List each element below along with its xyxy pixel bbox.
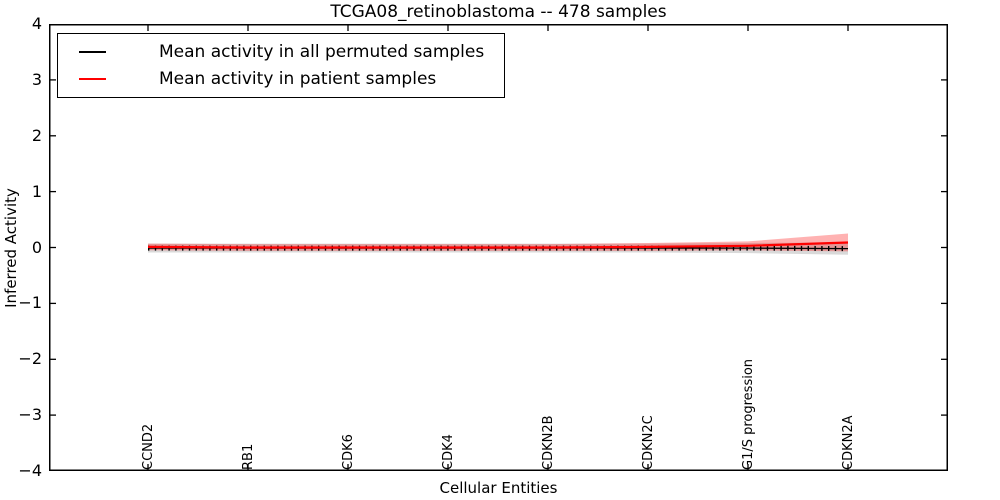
legend-line-sample-black — [79, 50, 106, 53]
x-tick-label: CDK4 — [441, 434, 456, 470]
chart-title: TCGA08_retinoblastoma -- 478 samples — [330, 2, 667, 22]
x-axis-label: Cellular Entities — [439, 479, 558, 497]
y-tick-label: 3 — [31, 69, 42, 89]
legend-line-sample-red — [79, 78, 106, 81]
y-tick-label: 1 — [31, 181, 42, 201]
x-tick-label: CDKN2C — [641, 415, 656, 470]
line-series-1 — [147, 241, 849, 249]
y-tick-label: −4 — [18, 461, 42, 480]
y-tick-label: −1 — [18, 293, 42, 313]
x-tick-label: CCND2 — [141, 423, 156, 470]
x-tick-label: CDKN2B — [541, 415, 556, 470]
legend-label: Mean activity in all permuted samples — [159, 41, 485, 62]
y-tick-label: −2 — [18, 349, 42, 369]
legend-entry-patient: Mean activity in patient samples — [58, 69, 504, 89]
plot-area — [49, 24, 948, 471]
x-tick-label: CDKN2A — [841, 415, 856, 470]
legend-label: Mean activity in patient samples — [159, 69, 437, 90]
legend-entry-permuted: Mean activity in all permuted samples — [58, 42, 504, 62]
x-tick-label: G1/S progression — [741, 358, 756, 470]
plot-canvas — [49, 24, 948, 471]
y-tick-label: 4 — [31, 14, 42, 33]
y-tick-label: 0 — [31, 237, 42, 257]
x-tick-label: CDK6 — [341, 434, 356, 470]
legend-box: Mean activity in all permuted samples Me… — [57, 33, 505, 98]
y-tick-label: 2 — [31, 125, 42, 145]
y-tick-label: −3 — [18, 405, 42, 425]
axes-spines — [49, 24, 948, 471]
x-tick-label: RB1 — [241, 443, 256, 470]
